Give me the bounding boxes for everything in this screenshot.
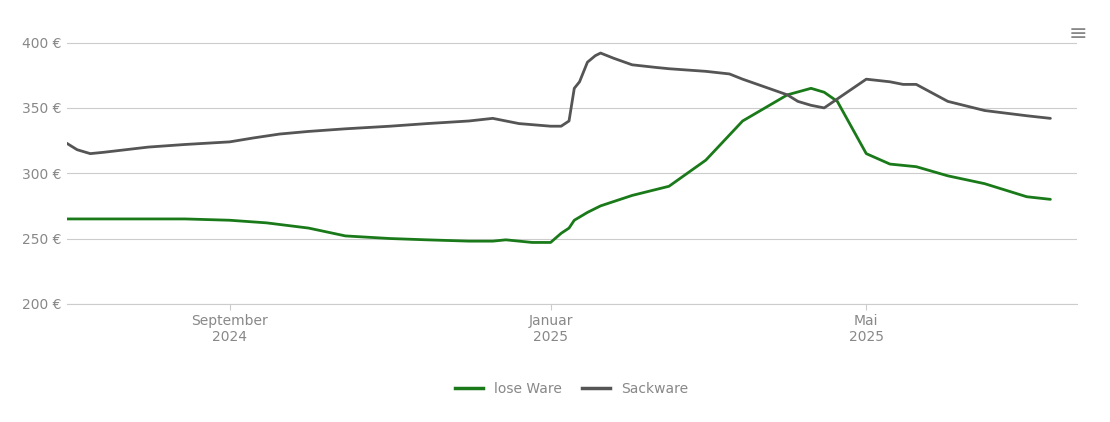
Legend: lose Ware, Sackware: lose Ware, Sackware <box>450 376 694 401</box>
Text: ≡: ≡ <box>1068 24 1087 44</box>
